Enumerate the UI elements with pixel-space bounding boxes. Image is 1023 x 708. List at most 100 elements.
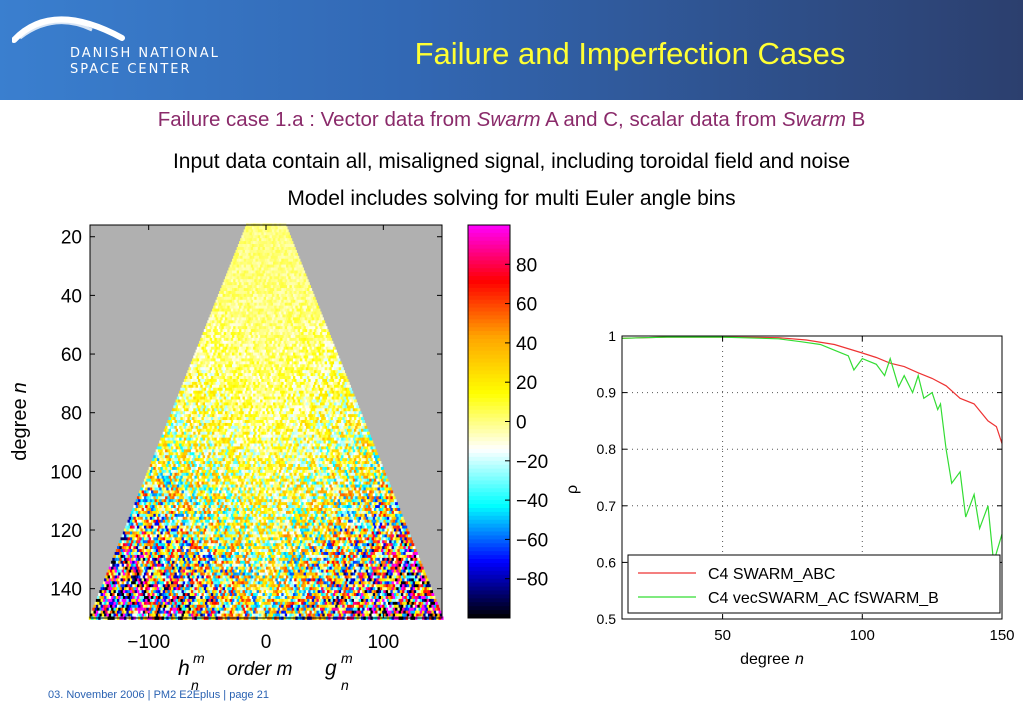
heatmap-cell <box>248 235 252 239</box>
heatmap-cell <box>212 355 215 359</box>
heatmap-cell <box>263 285 267 289</box>
heatmap-cell <box>300 364 303 368</box>
heatmap-cell <box>356 446 360 450</box>
heatmap-cell <box>253 252 256 257</box>
heatmap-cell <box>251 261 255 265</box>
heatmap-cell <box>255 346 259 351</box>
heatmap-cell <box>200 361 204 365</box>
heatmap-cell <box>260 364 263 368</box>
heatmap-cell <box>263 255 267 260</box>
heatmap-cell <box>307 376 310 380</box>
heatmap-cell <box>257 440 261 444</box>
heatmap-cell <box>269 352 273 356</box>
heatmap-cell <box>270 425 274 430</box>
heatmap-cell <box>242 425 246 430</box>
heatmap-cell <box>300 469 303 474</box>
heatmap-cell <box>221 302 225 307</box>
heatmap-cell <box>309 464 313 468</box>
heatmap-cell <box>220 364 223 368</box>
heatmap-cell <box>224 346 228 351</box>
heatmap-cell <box>219 455 222 459</box>
heatmap-cell <box>163 464 167 468</box>
heatmap-cell <box>235 332 239 336</box>
heatmap-cell <box>222 376 226 380</box>
heatmap-cell <box>244 314 248 318</box>
heatmap-cell <box>292 381 296 386</box>
heatmap-cell <box>260 358 263 362</box>
heatmap-cell <box>166 458 170 462</box>
heatmap-cell <box>302 282 306 286</box>
heatmap-cell <box>332 370 336 374</box>
heatmap-cell <box>260 446 263 450</box>
heatmap-cell <box>324 361 328 365</box>
heatmap-cell <box>330 422 334 427</box>
heatmap-cell <box>287 326 290 330</box>
heatmap-cell <box>291 414 295 418</box>
heatmap-cell <box>349 387 353 392</box>
heatmap-cell <box>253 393 256 397</box>
heatmap-cell <box>178 393 181 397</box>
heatmap-cell <box>199 458 202 462</box>
heatmap-cell <box>285 364 289 368</box>
heatmap-cell <box>254 461 258 465</box>
heatmap-cell <box>294 249 297 254</box>
heatmap-cell <box>322 320 326 324</box>
heatmap-cell <box>278 282 282 286</box>
heatmap-cell <box>298 267 302 271</box>
heatmap-cell <box>354 422 357 427</box>
heatmap-cell <box>294 461 297 465</box>
heatmap-cell <box>307 317 310 321</box>
heatmap-cell <box>322 378 326 383</box>
heatmap-cell <box>227 364 231 368</box>
heatmap-cell <box>258 314 262 318</box>
heatmap-cell <box>303 384 307 389</box>
heatmap-cell <box>222 288 226 292</box>
heatmap-cell <box>357 408 361 412</box>
heatmap-cell <box>276 340 280 345</box>
heatmap-cell <box>298 437 302 441</box>
heatmap-cell <box>246 229 249 233</box>
heatmap-cell <box>288 387 292 392</box>
heatmap-cell <box>255 446 259 450</box>
heatmap-cell <box>304 434 308 439</box>
heatmap-cell <box>246 381 249 386</box>
heatmap-cell <box>355 420 358 424</box>
heatmap-cell <box>260 434 263 439</box>
heatmap-cell <box>236 317 240 321</box>
heatmap-cell <box>336 384 340 389</box>
heatmap-cell <box>297 370 301 374</box>
heatmap-cell <box>274 235 277 239</box>
heatmap-cell <box>287 267 290 271</box>
heatmap-cell <box>377 464 381 468</box>
heatmap-cell <box>214 320 218 324</box>
heatmap-cell <box>262 241 266 245</box>
heatmap-cell <box>283 311 287 315</box>
heatmap-cell <box>264 241 268 245</box>
heatmap-cell <box>372 458 376 462</box>
heatmap-cell <box>281 376 284 380</box>
heatmap-cell <box>188 437 192 441</box>
heatmap-cell <box>310 396 314 400</box>
heatmap-cell <box>262 370 266 374</box>
heatmap-cell <box>362 425 365 430</box>
heatmap-cell <box>213 352 216 356</box>
heatmap-cell <box>282 378 286 383</box>
heatmap-cell <box>267 434 270 439</box>
heatmap-cell <box>321 422 324 427</box>
heatmap-cell <box>311 434 315 439</box>
heatmap-cell <box>206 446 209 450</box>
heatmap-cell <box>308 332 311 336</box>
heatmap-cell <box>274 334 277 339</box>
heatmap-cell <box>278 434 282 439</box>
heatmap-cell <box>298 373 302 377</box>
heatmap-cell <box>237 296 241 301</box>
heatmap-cell <box>314 393 317 397</box>
heatmap-cell <box>344 458 348 462</box>
heatmap-cell <box>311 323 315 327</box>
heatmap-cell <box>277 378 281 383</box>
heatmap-cell <box>316 370 320 374</box>
heatmap-cell <box>300 264 303 268</box>
heatmap-cell <box>230 326 234 330</box>
heatmap-cell <box>244 461 248 465</box>
heatmap-cell <box>282 431 286 436</box>
